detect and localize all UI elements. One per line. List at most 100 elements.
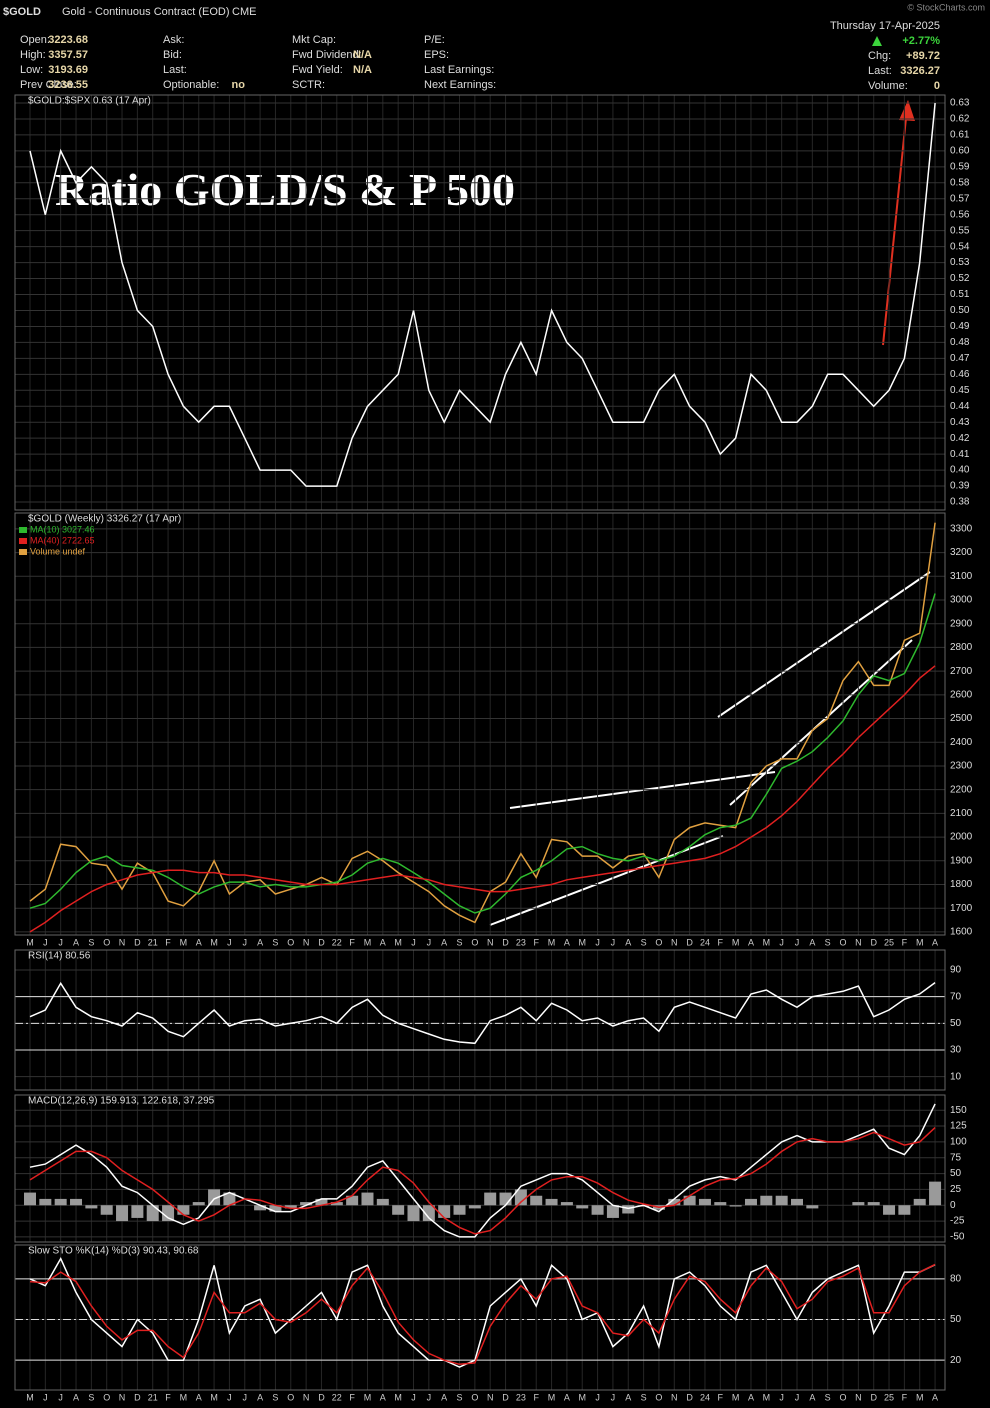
histogram-bar [560, 1202, 573, 1206]
x-tick-label: A [932, 937, 938, 947]
x-tick-label: S [641, 937, 647, 947]
y-tick-label: 1700 [950, 903, 973, 914]
series-line [29, 1103, 936, 1238]
histogram-bar [422, 1205, 435, 1222]
x-tick-label: O [655, 1392, 662, 1402]
x-tick-label: A [748, 937, 754, 947]
y-tick-label: 2400 [950, 737, 973, 748]
y-tick-label: 30 [950, 1045, 962, 1056]
x-tick-label: S [88, 1392, 94, 1402]
field-label: EPS: [424, 49, 449, 61]
y-tick-label: 0.50 [950, 305, 970, 316]
x-tick-label: D [502, 937, 509, 947]
x-tick-label: M [732, 1392, 740, 1402]
x-tick-label: 22 [332, 937, 342, 947]
x-tick-label: D [318, 1392, 325, 1402]
x-tick-label: M [210, 937, 218, 947]
x-tick-label: A [441, 1392, 447, 1402]
x-tick-label: A [564, 1392, 570, 1402]
x-tick-label: A [625, 937, 631, 947]
x-tick-label: D [134, 937, 141, 947]
histogram-bar [315, 1198, 328, 1206]
y-tick-label: 0.56 [950, 209, 970, 220]
legend-note: Volume undef [30, 546, 86, 556]
y-tick-label: 1800 [950, 879, 973, 890]
histogram-bar [24, 1192, 36, 1206]
series-line [29, 1263, 936, 1366]
x-tick-label: M [180, 1392, 188, 1402]
y-tick-label: -50 [950, 1232, 965, 1243]
field-value: 3193.69 [48, 64, 88, 76]
x-tick-label: 25 [884, 937, 894, 947]
histogram-bar [622, 1205, 635, 1214]
histogram-bar [698, 1198, 711, 1206]
x-tick-label: S [641, 1392, 647, 1402]
x-tick-label: O [840, 937, 847, 947]
field-value: N/A [353, 49, 372, 61]
panel-frame [14, 512, 946, 936]
y-tick-label: 0.42 [950, 433, 970, 444]
x-tick-label: J [611, 937, 616, 947]
x-tick-label: 23 [516, 937, 526, 947]
x-tick-label: S [825, 937, 831, 947]
x-tick-label: N [303, 937, 310, 947]
y-tick-label: 3100 [950, 571, 973, 582]
date: Thursday 17-Apr-2025 [830, 20, 940, 32]
up-arrow [872, 36, 882, 46]
y-tick-label: 0.62 [950, 114, 970, 125]
x-tick-label: M [364, 937, 372, 947]
y-tick-label: 0.44 [950, 401, 970, 412]
x-tick-label: M [578, 1392, 586, 1402]
x-tick-label: 24 [700, 937, 710, 947]
histogram-bar [484, 1192, 497, 1206]
histogram-bar [760, 1195, 773, 1206]
x-tick-label: J [58, 1392, 63, 1402]
field-label: Volume: [868, 80, 908, 92]
x-tick-label: M [916, 937, 924, 947]
histogram-bar [468, 1205, 481, 1209]
x-tick-label: A [809, 937, 815, 947]
histogram-bar [867, 1202, 880, 1206]
x-tick-label: J [227, 1392, 232, 1402]
y-tick-label: 75 [950, 1152, 962, 1163]
histogram-bar [683, 1195, 696, 1206]
histogram-bar [330, 1202, 343, 1206]
x-tick-label: A [380, 937, 386, 947]
x-tick-label: M [916, 1392, 924, 1402]
y-tick-label: 2000 [950, 832, 973, 843]
histogram-bar [300, 1202, 313, 1206]
x-tick-label: N [855, 1392, 862, 1402]
histogram-bar [806, 1205, 819, 1209]
x-tick-label: D [318, 937, 325, 947]
x-tick-label: O [471, 937, 478, 947]
y-tick-label: 2500 [950, 713, 973, 724]
x-tick-label: D [686, 937, 693, 947]
histogram-bar [913, 1198, 926, 1206]
annotation: Ratio GOLD/S & P 500 [55, 164, 515, 215]
copyright: © StockCharts.com [907, 2, 985, 12]
y-tick-label: 80 [950, 1274, 962, 1285]
field-value: +89.72 [906, 50, 940, 62]
x-tick-label: M [394, 1392, 402, 1402]
y-tick-label: 0.63 [950, 98, 970, 109]
x-tick-label: J [243, 1392, 248, 1402]
y-tick-label: 0.51 [950, 289, 970, 300]
field-label: Low: [20, 64, 43, 76]
y-tick-label: 3200 [950, 547, 973, 558]
histogram-bar [714, 1202, 727, 1206]
x-tick-label: A [380, 1392, 386, 1402]
field-label: Open: [20, 34, 50, 46]
instrument-name: Gold - Continuous Contract (EOD) [62, 6, 230, 18]
x-tick-label: A [257, 1392, 263, 1402]
x-tick-label: O [840, 1392, 847, 1402]
x-tick-label: S [825, 1392, 831, 1402]
histogram-bar [208, 1189, 221, 1206]
x-tick-label: O [287, 1392, 294, 1402]
red-arrow [882, 100, 915, 346]
field-label: Next Earnings: [424, 79, 496, 91]
series-line [29, 981, 936, 1045]
series-line [29, 1127, 936, 1235]
x-tick-label: A [196, 937, 202, 947]
x-tick-label: F [718, 1392, 724, 1402]
histogram-bar [898, 1205, 911, 1215]
